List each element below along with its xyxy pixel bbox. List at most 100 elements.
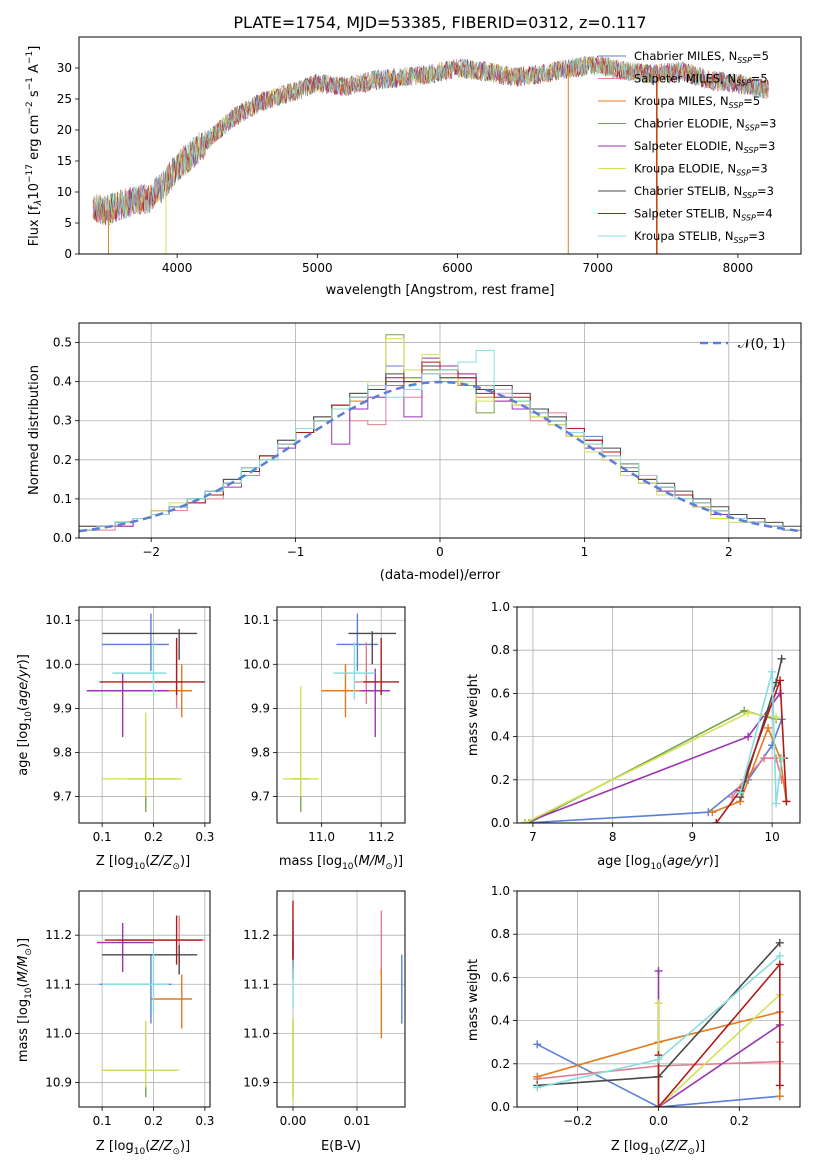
x-tick-label: 0.2 xyxy=(730,1114,749,1128)
errorbar-point xyxy=(102,945,198,975)
legend-label-value: =5 xyxy=(751,72,768,86)
x-tick-label: 0.2 xyxy=(144,830,163,844)
legend-label-value: =3 xyxy=(760,117,777,131)
legend-label-name: Salpeter STELIB, N xyxy=(634,207,741,221)
mass-ylabel: mass [log10(M/M⊙)] xyxy=(16,938,34,1062)
y-tick-label: 9.9 xyxy=(251,701,270,715)
y-tick-label: 10.1 xyxy=(243,613,270,627)
x-tick-label: 0.01 xyxy=(344,1114,371,1128)
y-tick-label: 9.8 xyxy=(53,745,72,759)
legend-label-sub: SSP xyxy=(736,169,751,178)
x-tick-label: 0.2 xyxy=(144,1114,163,1128)
axis-frame xyxy=(516,890,801,1108)
y-tick-label: 0 xyxy=(64,247,72,261)
y-tick-label: 9.7 xyxy=(53,790,72,804)
legend-label-value: =3 xyxy=(751,162,768,176)
legend-label: Kroupa ELODIE, NSSP=3 xyxy=(634,162,768,178)
y-tick-label: 0.4 xyxy=(53,375,72,389)
x-tick-label: 0.00 xyxy=(280,1114,307,1128)
legend-label-value: =3 xyxy=(758,139,775,153)
legend-label: Chabrier STELIB, NSSP=3 xyxy=(634,184,774,200)
plus-marker xyxy=(776,676,785,685)
legend-label-sub: SSP xyxy=(744,146,759,155)
legend-label: Salpeter MILES, NSSP=5 xyxy=(634,72,768,88)
plot-area xyxy=(79,334,801,538)
age-mass-xlabel: mass [log10(M/M⊙)] xyxy=(279,854,403,872)
y-tick-label: 10.0 xyxy=(45,657,72,671)
y-tick-label: 9.8 xyxy=(251,745,270,759)
legend-label: Salpeter STELIB, NSSP=4 xyxy=(634,207,773,223)
errorbar-point xyxy=(102,613,169,671)
mass-z-xlabel: Z [log10(Z/Z⊙)] xyxy=(96,1139,190,1157)
y-tick-label: 0.6 xyxy=(491,686,510,700)
plus-marker xyxy=(775,1081,784,1090)
spectrum-title: PLATE=1754, MJD=53385, FIBERID=0312, z=0… xyxy=(233,13,646,32)
errorbar-point xyxy=(96,922,154,972)
errorbar-point xyxy=(86,673,169,738)
errorbar-point xyxy=(102,629,198,660)
y-tick-label: 0.2 xyxy=(53,453,72,467)
y-tick-label: 20 xyxy=(57,123,72,137)
y-tick-label: 30 xyxy=(57,61,72,75)
x-tick-label: 4000 xyxy=(162,261,193,275)
legend-label-value: =3 xyxy=(757,184,774,198)
ticks: −0.2 0.0 0.2 0.0 0.2 0.4 0.6 0.8 1.0 xyxy=(491,884,749,1128)
y-tick-label: 11.1 xyxy=(243,977,270,991)
errorbar-point xyxy=(99,637,205,696)
plus-marker xyxy=(708,808,717,817)
massweight-line xyxy=(657,962,781,1107)
y-tick-label: 0.2 xyxy=(491,1057,510,1071)
spectrum-line xyxy=(92,56,769,225)
axis-frame xyxy=(276,890,406,1108)
errorbar-point xyxy=(104,915,203,965)
x-tick-label: 2 xyxy=(725,545,733,559)
x-tick-label: 0.1 xyxy=(93,830,112,844)
massweight-line xyxy=(739,671,783,804)
plus-marker xyxy=(768,667,777,676)
y-tick-label: 0.3 xyxy=(53,414,72,428)
errorbar-point xyxy=(102,712,182,797)
y-tick-label: 11.1 xyxy=(45,977,72,991)
age-ylabel: age [log10(age/yr)] xyxy=(16,654,34,776)
plus-marker xyxy=(533,1040,542,1049)
legend-label-sub: SSP xyxy=(734,236,749,245)
x-tick-label: 7000 xyxy=(582,261,613,275)
grid xyxy=(277,607,405,823)
ticks: 0.1 0.2 0.3 10.9 11.0 11.1 11.2 xyxy=(45,928,214,1128)
legend-label-sub: SSP xyxy=(737,56,752,65)
errorbar-point xyxy=(363,637,400,696)
errorbar-point xyxy=(360,668,391,738)
plus-marker xyxy=(764,723,773,732)
plot-area xyxy=(96,915,205,1098)
y-tick-label: 1.0 xyxy=(491,600,510,614)
spectrum-panel: 4000 5000 6000 7000 8000 0 5 10 15 20 25 30 Chabrier… xyxy=(57,36,802,275)
residual-histogram-panel: −2 −1 0 1 2 0.0 0.1 0.2 0.3 0.4 0.5 𝒩(0, 1) xyxy=(53,322,802,559)
legend-label-name: Kroupa MILES, N xyxy=(634,94,729,108)
mw-age-xlabel: age [log10(age/yr)] xyxy=(597,854,719,872)
plus-marker xyxy=(777,654,786,663)
legend-label-sub: SSP xyxy=(741,214,756,223)
legend-label-value: =3 xyxy=(748,229,765,243)
errorbar-point xyxy=(282,686,319,797)
x-tick-label: 0.1 xyxy=(93,1114,112,1128)
x-tick-label: −2 xyxy=(142,545,160,559)
axis-frame xyxy=(516,606,801,824)
age-z-xlabel: Z [log10(Z/Z⊙)] xyxy=(96,854,190,872)
plus-marker xyxy=(533,1072,542,1081)
plus-marker xyxy=(772,799,781,808)
x-tick-label: 0.3 xyxy=(195,830,214,844)
y-tick-label: 9.7 xyxy=(251,790,270,804)
x-tick-label: 11.0 xyxy=(308,830,335,844)
legend-label-name: Kroupa STELIB, N xyxy=(634,229,734,243)
plus-marker xyxy=(744,708,753,717)
legend-label-name: Chabrier MILES, N xyxy=(634,49,737,63)
normal-curve xyxy=(79,380,801,533)
legend-label-name: Salpeter ELODIE, N xyxy=(634,139,744,153)
massweight-vs-age-panel: 7 8 9 10 0.0 0.2 0.4 0.6 0.8 1.0 xyxy=(491,600,801,844)
legend-label-name: Chabrier ELODIE, N xyxy=(634,117,745,131)
legend-label: Chabrier ELODIE, NSSP=3 xyxy=(634,117,776,133)
legend-label: Kroupa STELIB, NSSP=3 xyxy=(634,229,765,245)
plus-marker xyxy=(775,938,784,947)
y-tick-label: 0.1 xyxy=(53,492,72,506)
